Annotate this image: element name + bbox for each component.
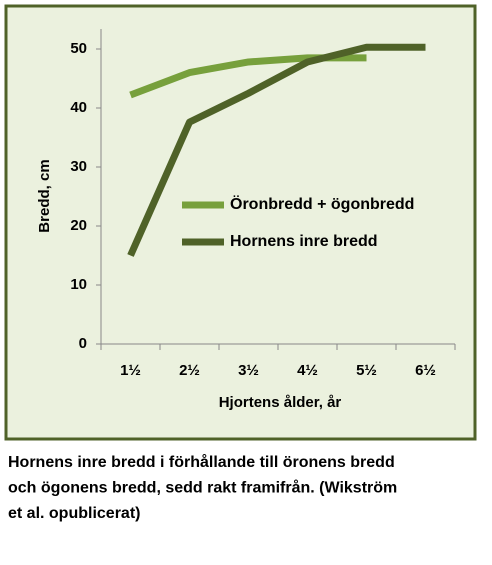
x-tick-label: 4½: [297, 362, 318, 379]
caption-line: och ögonens bredd, sedd rakt framifrån. …: [8, 479, 397, 497]
x-axis-title: Hjortens ålder, år: [219, 394, 342, 411]
y-axis-title: Bredd, cm: [36, 159, 53, 232]
caption-line: Hornens inre bredd i förhållande till ör…: [8, 453, 395, 471]
legend-label: Öronbredd + ögonbredd: [230, 194, 414, 213]
x-tick-label: 6½: [415, 362, 436, 379]
chart-frame: [4, 4, 477, 441]
legend-label: Hornens inre bredd: [230, 233, 378, 250]
y-tick-label: 10: [70, 276, 87, 293]
y-tick-label: 50: [70, 40, 87, 57]
x-tick-label: 1½: [120, 362, 141, 379]
y-tick-label: 20: [70, 217, 87, 234]
y-tick-label: 40: [70, 99, 87, 116]
x-tick-label: 5½: [356, 362, 377, 379]
y-tick-label: 0: [79, 335, 87, 352]
x-tick-label: 3½: [238, 362, 259, 379]
y-tick-label: 30: [70, 158, 87, 175]
x-tick-label: 2½: [179, 362, 200, 379]
series-line: [127, 43, 426, 257]
caption-line: et al. opublicerat): [8, 505, 140, 522]
